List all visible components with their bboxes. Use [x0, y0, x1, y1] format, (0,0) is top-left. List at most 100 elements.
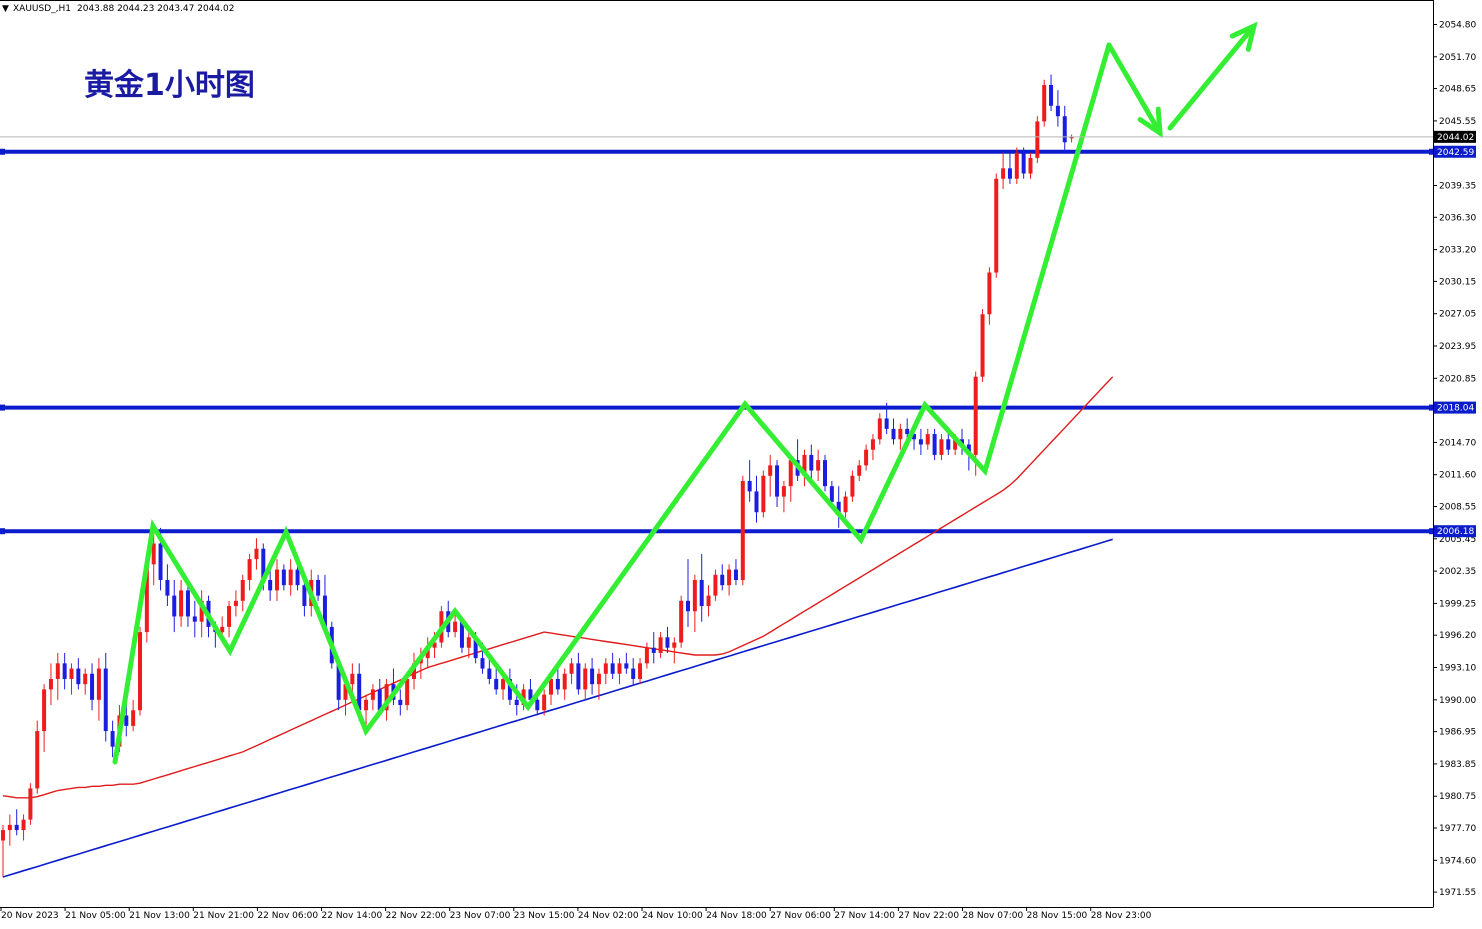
candle-body	[295, 569, 300, 586]
candle-body	[905, 428, 910, 435]
candle-body	[1028, 157, 1033, 174]
candle-body	[870, 439, 875, 450]
candle-body	[960, 439, 964, 445]
candle-body	[165, 579, 170, 596]
candle-body	[514, 699, 519, 706]
candle-body	[692, 579, 697, 612]
candle-body	[76, 668, 81, 685]
price-tick-label: 1996.20	[1439, 631, 1476, 641]
candle-body	[55, 663, 60, 679]
candle-body	[912, 434, 917, 440]
chart-title: 黄金1小时图	[84, 68, 255, 103]
price-tick-label: 2014.70	[1439, 438, 1476, 448]
candle-body	[179, 590, 184, 617]
candle-body	[973, 376, 978, 455]
trend-arrow-up-head[interactable]	[1229, 21, 1258, 52]
candle-body	[466, 637, 471, 648]
candle-body	[220, 626, 225, 633]
price-tick-label: 2033.20	[1439, 246, 1476, 256]
candle-body	[836, 501, 841, 513]
horizontal-line-handle[interactable]	[0, 528, 5, 535]
candle-body	[350, 673, 355, 685]
candle-body	[247, 559, 252, 580]
candle-body	[103, 668, 108, 732]
horizontal-line-handle[interactable]	[1429, 528, 1434, 535]
candle-body	[1021, 152, 1026, 174]
candle-body	[480, 658, 485, 669]
candle-body	[576, 663, 581, 690]
candle-body	[322, 595, 327, 627]
time-tick-label: 23 Nov 07:00	[450, 911, 511, 921]
horizontal-line-handle[interactable]	[0, 148, 5, 155]
candle-body	[1069, 136, 1074, 139]
candle-body	[987, 272, 992, 315]
symbol-label: XAUUSD_,H1	[13, 4, 71, 14]
candle-body	[747, 480, 752, 492]
candle-body	[487, 668, 492, 679]
candle-body	[227, 606, 232, 627]
price-tick-label: 1971.55	[1439, 888, 1476, 898]
time-tick-label: 21 Nov 21:00	[193, 911, 254, 921]
candle-body	[364, 699, 369, 711]
candle-body	[343, 684, 348, 700]
candle-body	[925, 434, 930, 445]
candle-body	[679, 600, 684, 643]
price-tick-label: 2036.30	[1439, 213, 1476, 223]
candle-body	[850, 475, 855, 497]
price-tick-label: 2002.35	[1439, 567, 1476, 577]
candle-body	[377, 689, 382, 711]
candle-body	[7, 824, 12, 831]
time-tick-label: 22 Nov 22:00	[386, 911, 447, 921]
price-tick-label: 2048.65	[1439, 85, 1476, 95]
candle-body	[302, 585, 307, 607]
candle-body	[370, 689, 375, 700]
candle-body	[562, 673, 567, 690]
candle-body	[48, 678, 53, 690]
line-price-tag-2006.18: 2006.18	[1437, 527, 1474, 537]
candle-body	[980, 314, 985, 377]
candle-body	[857, 465, 862, 476]
candle-body	[953, 439, 958, 450]
candle-body	[316, 579, 321, 596]
candle-body	[124, 715, 129, 726]
price-tick-label: 2008.55	[1439, 503, 1476, 513]
collapse-icon[interactable]: ▼	[2, 4, 9, 14]
candle-body	[1055, 105, 1060, 117]
time-tick-label: 27 Nov 06:00	[770, 911, 831, 921]
horizontal-line-handle[interactable]	[1429, 404, 1434, 411]
candle-body	[590, 668, 595, 685]
candle-body	[816, 460, 821, 471]
candle-body	[507, 678, 512, 700]
candle-body	[185, 590, 190, 617]
time-tick-label: 27 Nov 14:00	[834, 911, 895, 921]
candle-body	[240, 579, 245, 601]
time-tick-label: 23 Nov 15:00	[514, 911, 575, 921]
candle-body	[172, 595, 177, 617]
horizontal-line-handle[interactable]	[0, 404, 5, 411]
candle-body	[412, 663, 416, 679]
time-tick-label: 21 Nov 05:00	[65, 911, 126, 921]
price-tick-label: 2051.70	[1439, 53, 1476, 63]
candle-body	[192, 616, 197, 622]
candle-body	[768, 465, 773, 476]
candle-body	[453, 621, 458, 633]
horizontal-line-handle[interactable]	[1429, 148, 1434, 155]
candle-body	[898, 428, 903, 440]
trend-zigzag-line[interactable]	[112, 42, 1112, 765]
candle-body	[918, 439, 923, 445]
time-tick-label: 24 Nov 10:00	[642, 911, 703, 921]
candle-body	[775, 465, 780, 497]
trend-arrow-down-head[interactable]	[1137, 106, 1163, 138]
time-tick-label: 28 Nov 15:00	[1027, 911, 1088, 921]
trend-arrow-up[interactable]	[1167, 23, 1257, 131]
candle-body	[823, 460, 827, 487]
candle-body	[802, 454, 807, 476]
candle-body	[494, 678, 499, 690]
candle-body	[261, 548, 266, 580]
candle-body	[644, 647, 649, 664]
trend-arrow-down[interactable]	[1106, 42, 1163, 136]
candle-body	[877, 418, 882, 440]
candle-body	[658, 637, 663, 653]
price-tick-label: 2023.95	[1439, 342, 1476, 352]
